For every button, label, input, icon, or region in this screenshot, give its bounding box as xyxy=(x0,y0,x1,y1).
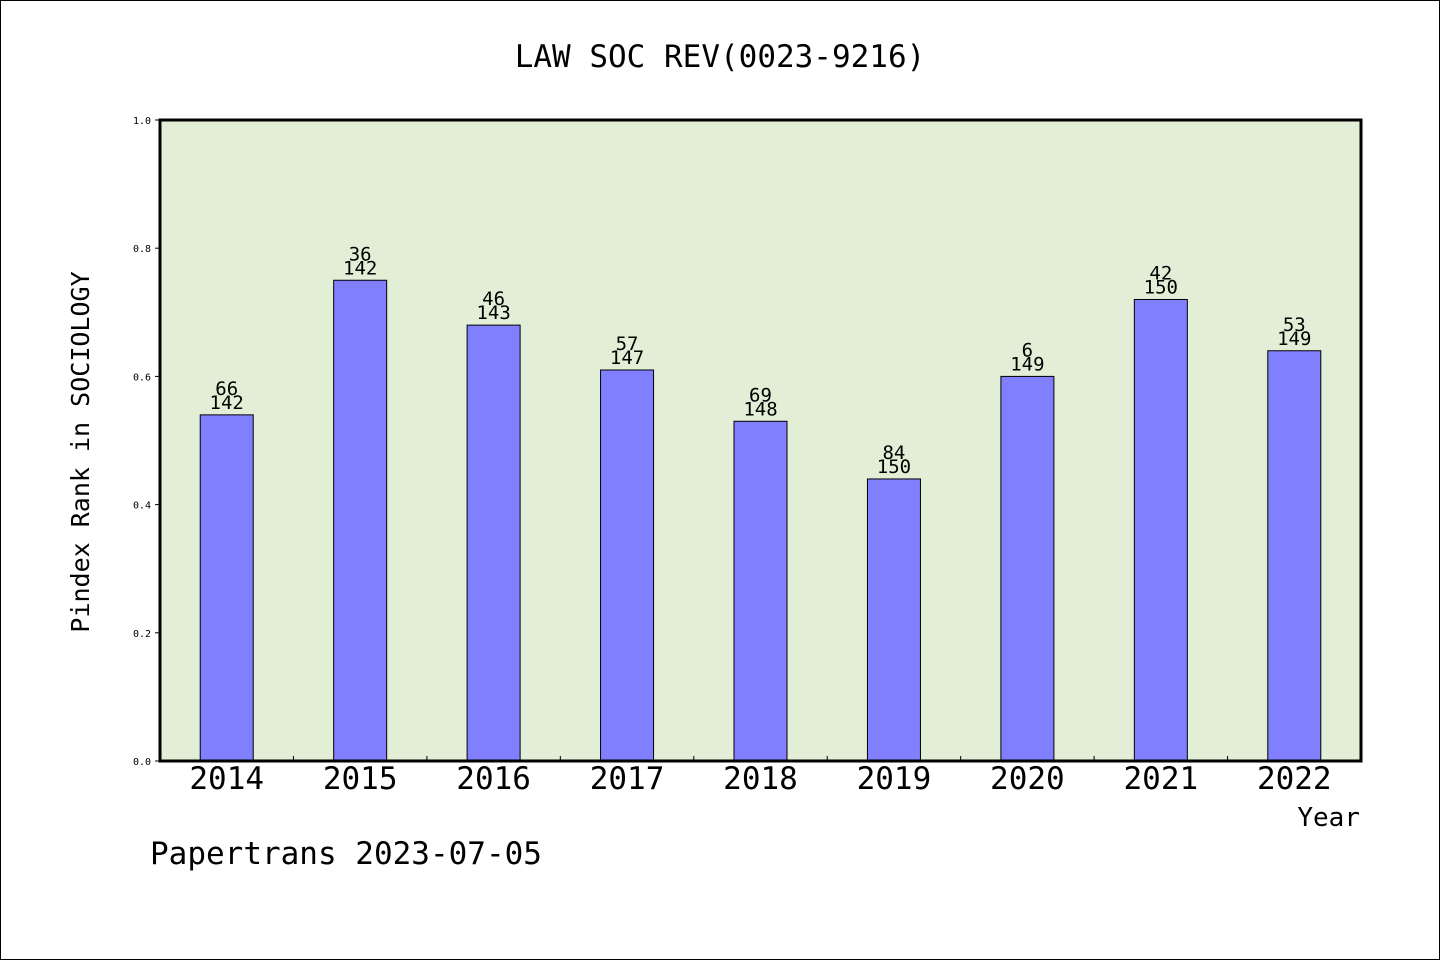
bar-rank-label: 57 xyxy=(616,333,639,355)
y-tick-label: 0.4 xyxy=(133,501,151,512)
x-tick-label: 2022 xyxy=(1257,761,1332,797)
x-tick-label: 2015 xyxy=(323,761,398,797)
bar xyxy=(1000,375,1055,762)
bar xyxy=(600,369,655,762)
bar-rank-label: 84 xyxy=(882,442,905,464)
bar-rank-label: 53 xyxy=(1283,314,1306,336)
x-axis-label: Year xyxy=(1297,803,1360,833)
y-tick-label: 1.0 xyxy=(133,116,151,127)
bar xyxy=(733,420,788,762)
x-tick-label: 2019 xyxy=(857,761,932,797)
bar-total-label: 142 xyxy=(210,392,244,414)
y-tick-label: 0.8 xyxy=(133,244,151,255)
bar-total-label: 149 xyxy=(1010,353,1044,375)
y-axis-label: Pindex Rank in SOCIOLOGY xyxy=(66,271,95,632)
bar-rank-label: 42 xyxy=(1149,262,1172,284)
x-tick-label: 2016 xyxy=(456,761,531,797)
bar xyxy=(866,478,921,762)
x-tick-label: 2021 xyxy=(1124,761,1199,797)
y-tick-label: 0.2 xyxy=(133,629,151,640)
bar xyxy=(466,324,521,762)
x-axis: 2014 2015 2016 2017 2018 2019 2020 2021 2022 xyxy=(189,756,1332,797)
bar xyxy=(1133,298,1188,762)
x-tick-label: 2014 xyxy=(189,761,264,797)
bar-rank-label: 6 xyxy=(1022,339,1033,361)
bar-total-label: 147 xyxy=(610,347,644,369)
x-tick-label: 2018 xyxy=(723,761,798,797)
bar-total-label: 150 xyxy=(1144,276,1178,298)
bar-total-label: 148 xyxy=(743,398,777,420)
bar-total-label: 143 xyxy=(476,302,510,324)
plot-border xyxy=(158,118,1363,763)
bar xyxy=(333,279,388,762)
bar-total-label: 142 xyxy=(343,257,377,279)
y-tick-label: 0.0 xyxy=(133,757,151,768)
bar-total-label: 150 xyxy=(877,456,911,478)
y-axis: 0.0 0.2 0.4 0.6 0.8 1.0 xyxy=(133,116,160,768)
bar-rank-label: 36 xyxy=(349,243,372,265)
bar-rank-label: 69 xyxy=(749,384,772,406)
bar-rank-label: 46 xyxy=(482,288,505,310)
bar xyxy=(199,414,254,762)
y-tick-label: 0.6 xyxy=(133,372,151,383)
x-tick-label: 2020 xyxy=(990,761,1065,797)
bar-rank-label: 66 xyxy=(215,378,238,400)
bars-group: 6614236142461435714769148841506149421505… xyxy=(199,243,1322,762)
footer-text: Papertrans 2023-07-05 xyxy=(150,836,542,872)
bar-total-label: 149 xyxy=(1277,328,1311,350)
chart-title: LAW SOC REV(0023-9216) xyxy=(515,39,926,75)
x-tick-label: 2017 xyxy=(590,761,665,797)
bar xyxy=(1267,350,1322,762)
